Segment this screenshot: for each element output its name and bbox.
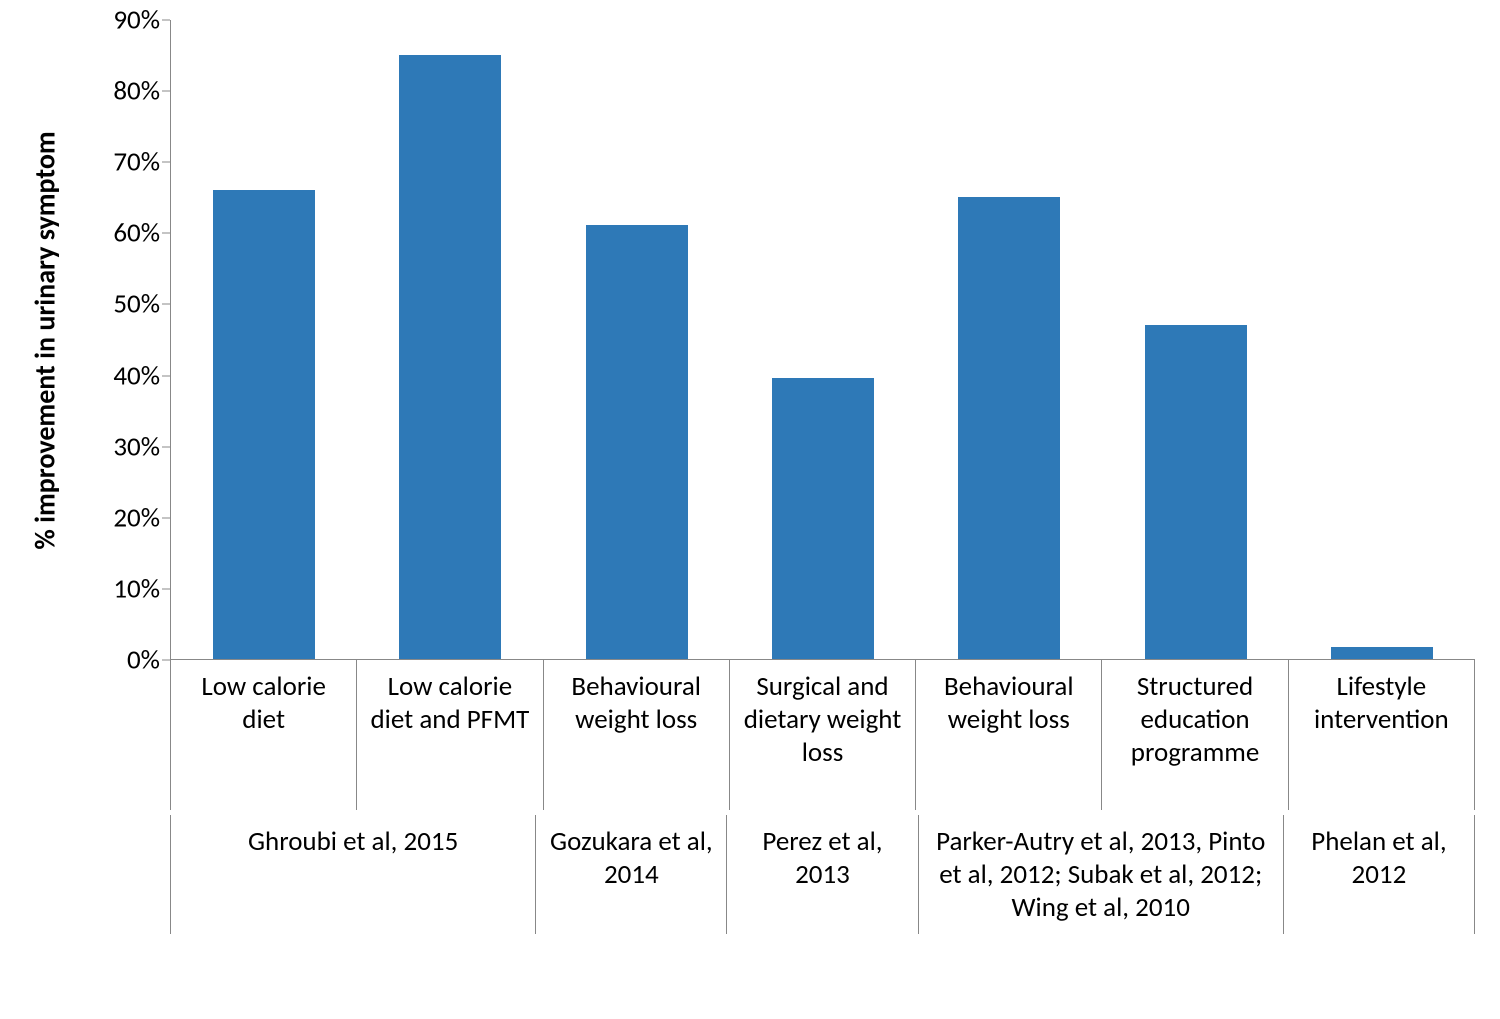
- x-group-label: Phelan et al, 2012: [1283, 815, 1475, 934]
- x-group-label: Gozukara et al, 2014: [535, 815, 726, 934]
- y-tick-label: 0%: [127, 644, 160, 677]
- y-tick-mark: [162, 91, 170, 92]
- x-category-label: Behavioural weight loss: [915, 660, 1101, 810]
- x-category-label: Structured education programme: [1101, 660, 1287, 810]
- y-tick-label: 10%: [113, 572, 160, 605]
- y-tick-label: 70%: [113, 146, 160, 179]
- x-category-label: Surgical and dietary weight loss: [729, 660, 915, 810]
- y-tick-mark: [162, 20, 170, 21]
- x-category-label: Low calorie diet and PFMT: [356, 660, 542, 810]
- bar-slot: [171, 20, 357, 659]
- x-category-label: Low calorie diet: [170, 660, 356, 810]
- y-axis: 0%10%20%30%40%50%60%70%80%90%: [75, 20, 170, 660]
- y-tick-label: 90%: [113, 4, 160, 37]
- bar: [1331, 647, 1433, 659]
- chart-container: % improvement in urinary symptom 0% 10% 20…: [20, 20, 1480, 999]
- bar: [399, 55, 501, 659]
- bar-slot: [916, 20, 1102, 659]
- bar: [213, 190, 315, 659]
- bar-slot: [544, 20, 730, 659]
- x-group-label: Ghroubi et al, 2015: [170, 815, 535, 934]
- y-tick-mark: [162, 660, 170, 661]
- y-tick-mark: [162, 588, 170, 589]
- bar: [958, 197, 1060, 659]
- y-tick-label: 30%: [113, 430, 160, 463]
- y-tick-label: 50%: [113, 288, 160, 321]
- y-tick-label: 80%: [113, 75, 160, 108]
- bar: [772, 378, 874, 659]
- x-axis-group-row: Ghroubi et al, 2015Gozukara et al, 2014P…: [170, 815, 1475, 934]
- x-category-label: Behavioural weight loss: [543, 660, 729, 810]
- x-category-label: Lifestyle intervention: [1288, 660, 1475, 810]
- y-axis-label: % improvement in urinary symptom: [28, 131, 63, 549]
- y-tick-mark: [162, 162, 170, 163]
- bar: [1145, 325, 1247, 659]
- bar-slot: [1102, 20, 1288, 659]
- y-tick-mark: [162, 233, 170, 234]
- bar-slot: [730, 20, 916, 659]
- x-axis-category-row: Low calorie dietLow calorie diet and PFM…: [170, 660, 1475, 810]
- bars-row: [171, 20, 1475, 659]
- y-axis-label-wrap: % improvement in urinary symptom: [20, 20, 70, 660]
- y-tick-label: 60%: [113, 217, 160, 250]
- bar: [586, 225, 688, 659]
- bar-slot: [1289, 20, 1475, 659]
- plot-area: [170, 20, 1475, 660]
- y-tick-mark: [162, 304, 170, 305]
- x-group-label: Parker-Autry et al, 2013, Pinto et al, 2…: [918, 815, 1283, 934]
- y-tick-mark: [162, 517, 170, 518]
- y-tick-label: 20%: [113, 501, 160, 534]
- y-tick-label: 40%: [113, 359, 160, 392]
- bar-slot: [357, 20, 543, 659]
- y-tick-mark: [162, 446, 170, 447]
- y-tick-mark: [162, 375, 170, 376]
- x-group-label: Perez et al, 2013: [726, 815, 917, 934]
